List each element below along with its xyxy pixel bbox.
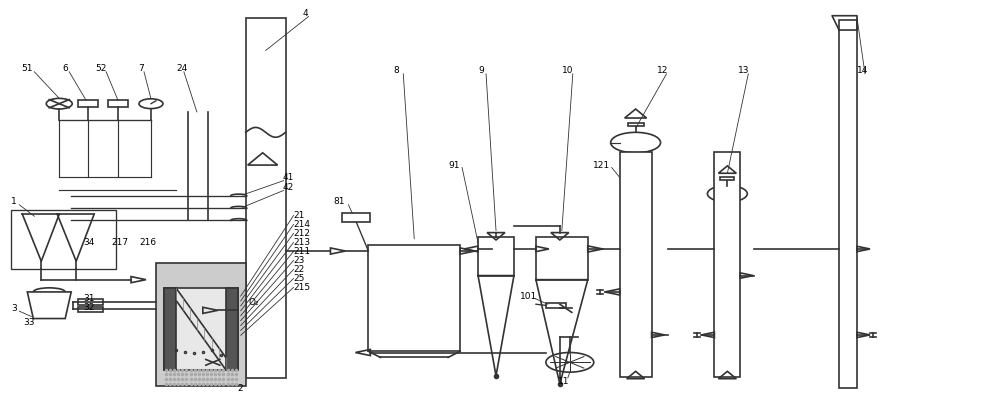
Bar	[156, 263, 246, 386]
Text: 31: 31	[83, 294, 95, 302]
Bar	[164, 288, 176, 370]
Text: 217: 217	[111, 238, 128, 247]
Text: 25: 25	[294, 274, 305, 283]
Bar	[164, 288, 238, 370]
Bar	[226, 288, 238, 370]
Text: 91: 91	[448, 161, 460, 170]
Text: 3: 3	[11, 304, 17, 313]
Text: 9: 9	[478, 66, 484, 75]
Text: 212: 212	[294, 229, 311, 238]
Text: 33: 33	[23, 318, 35, 327]
Text: 4: 4	[303, 9, 308, 18]
Text: 41: 41	[283, 173, 294, 182]
Bar	[478, 236, 514, 276]
Text: 216: 216	[139, 238, 156, 247]
Bar	[108, 101, 128, 107]
Text: 215: 215	[294, 283, 311, 292]
Text: 42: 42	[283, 183, 294, 192]
Text: 12: 12	[657, 66, 668, 75]
Bar	[720, 177, 734, 180]
Text: 51: 51	[21, 64, 33, 73]
Text: 21: 21	[294, 211, 305, 220]
Bar	[628, 123, 644, 126]
Bar	[11, 210, 116, 269]
Text: 211: 211	[294, 247, 311, 256]
Text: 34: 34	[83, 238, 95, 247]
Text: 52: 52	[95, 64, 107, 73]
Text: 14: 14	[857, 66, 868, 75]
Text: 24: 24	[176, 64, 187, 73]
Text: 121: 121	[593, 161, 610, 170]
Text: 8: 8	[393, 66, 399, 75]
Text: O₂: O₂	[249, 298, 259, 307]
Bar	[839, 20, 857, 388]
Bar	[78, 299, 103, 305]
Text: 7: 7	[138, 64, 144, 73]
Bar	[536, 236, 588, 280]
Text: 6: 6	[62, 64, 68, 73]
Text: 101: 101	[520, 292, 537, 300]
Text: 2: 2	[238, 384, 243, 393]
Text: 32: 32	[83, 303, 95, 312]
Text: 214: 214	[294, 220, 311, 229]
Text: 10: 10	[562, 66, 573, 75]
Text: 23: 23	[294, 256, 305, 265]
Text: 1: 1	[11, 197, 17, 206]
Polygon shape	[27, 292, 71, 318]
Bar	[714, 152, 740, 377]
Bar	[246, 18, 286, 378]
Bar	[620, 152, 652, 377]
Text: 213: 213	[294, 238, 311, 247]
Bar	[342, 213, 370, 222]
Text: 22: 22	[294, 265, 305, 274]
Bar	[78, 101, 98, 107]
Bar	[546, 302, 566, 308]
Text: 11: 11	[558, 377, 569, 386]
Text: 13: 13	[738, 66, 750, 75]
Bar	[368, 245, 460, 351]
Text: 81: 81	[333, 197, 345, 206]
Bar	[78, 307, 103, 312]
